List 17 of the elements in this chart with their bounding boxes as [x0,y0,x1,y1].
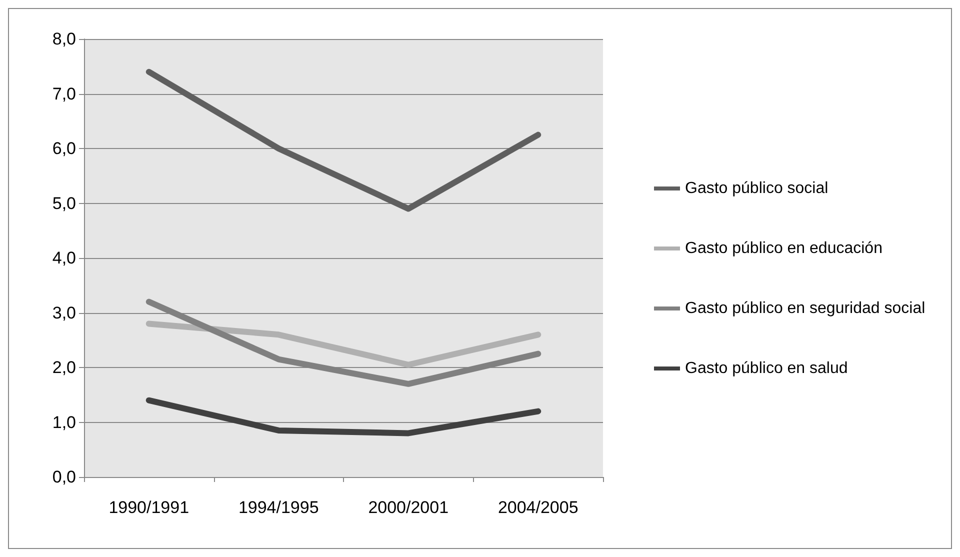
x-tick-label: 1994/1995 [238,498,319,517]
legend-label: Gasto público social [685,180,828,197]
y-tick-label: 6,0 [52,139,76,158]
legend-label: Gasto público en salud [685,360,848,377]
y-tick-label: 4,0 [52,248,76,268]
legend-label: Gasto público en educación [685,240,882,257]
y-tick-label: 2,0 [52,358,76,377]
x-tick-label: 2000/2001 [368,498,449,517]
y-tick-label: 0,0 [52,468,76,486]
y-tick-label: 5,0 [52,194,76,213]
y-tick-label: 8,0 [52,30,76,48]
y-tick-label: 1,0 [52,412,76,432]
legend-label: Gasto público en seguridad social [685,300,926,317]
y-tick-label: 3,0 [52,303,76,322]
x-tick-label: 2004/2005 [498,498,578,517]
y-tick-label: 7,0 [52,84,76,104]
x-tick-label: 1990/1991 [108,498,190,517]
